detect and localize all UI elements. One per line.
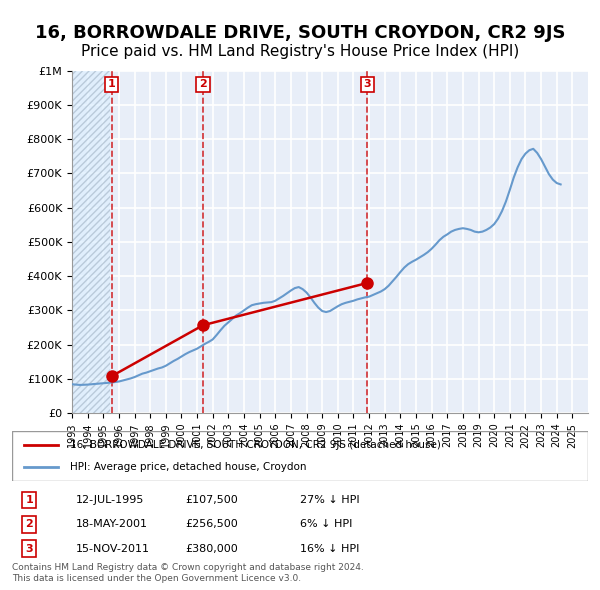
Text: Price paid vs. HM Land Registry's House Price Index (HPI): Price paid vs. HM Land Registry's House … [81, 44, 519, 59]
Text: HPI: Average price, detached house, Croydon: HPI: Average price, detached house, Croy… [70, 462, 306, 472]
Text: 15-NOV-2011: 15-NOV-2011 [76, 544, 149, 553]
Text: 2: 2 [199, 80, 207, 89]
Bar [72, 71, 110, 413]
Text: £107,500: £107,500 [185, 495, 238, 505]
Text: 1: 1 [25, 495, 33, 505]
Text: £380,000: £380,000 [185, 544, 238, 553]
Text: 3: 3 [25, 544, 33, 553]
Text: 27% ↓ HPI: 27% ↓ HPI [300, 495, 359, 505]
Text: 16% ↓ HPI: 16% ↓ HPI [300, 544, 359, 553]
Text: 2: 2 [25, 519, 33, 529]
Text: £256,500: £256,500 [185, 519, 238, 529]
Text: 1: 1 [107, 80, 115, 89]
Text: 18-MAY-2001: 18-MAY-2001 [76, 519, 148, 529]
Text: 3: 3 [364, 80, 371, 89]
Text: 12-JUL-1995: 12-JUL-1995 [76, 495, 144, 505]
Text: 6% ↓ HPI: 6% ↓ HPI [300, 519, 352, 529]
Text: 16, BORROWDALE DRIVE, SOUTH CROYDON, CR2 9JS (detached house): 16, BORROWDALE DRIVE, SOUTH CROYDON, CR2… [70, 440, 440, 450]
Text: 16, BORROWDALE DRIVE, SOUTH CROYDON, CR2 9JS: 16, BORROWDALE DRIVE, SOUTH CROYDON, CR2… [35, 24, 565, 42]
Text: Contains HM Land Registry data © Crown copyright and database right 2024.
This d: Contains HM Land Registry data © Crown c… [12, 563, 364, 583]
